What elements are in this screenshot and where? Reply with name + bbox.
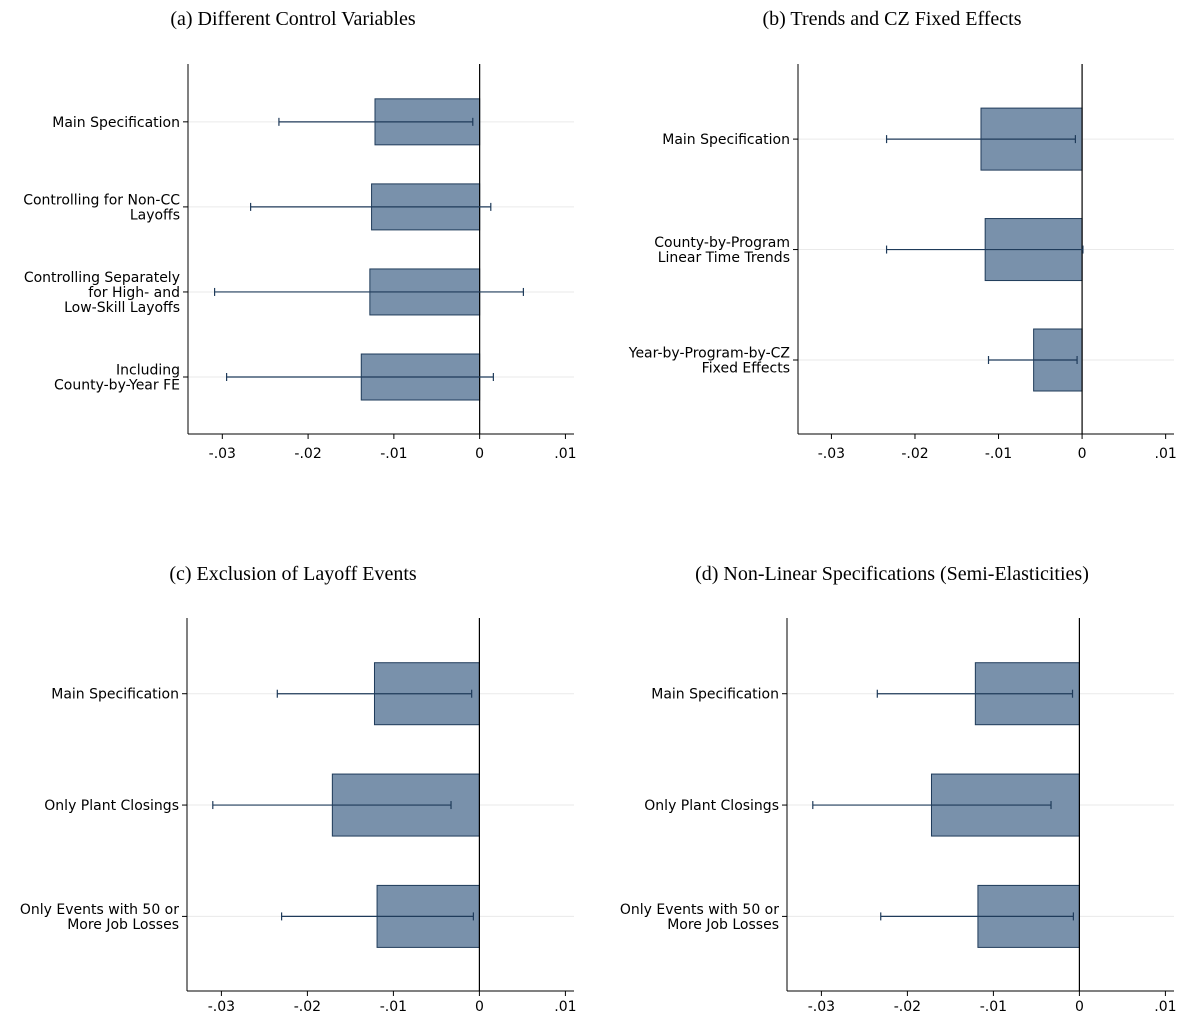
- chart-panel-d: (d) Non-Linear Specifications (Semi-Elas…: [620, 563, 1177, 1015]
- category-label: Main Specification: [651, 687, 779, 703]
- category-label-line: More Job Losses: [67, 917, 179, 933]
- x-tick-label: -.02: [894, 999, 921, 1015]
- category-label: Main Specification: [52, 115, 180, 131]
- category-label: Only Plant Closings: [44, 798, 179, 814]
- x-tick-label: -.02: [294, 999, 321, 1015]
- category-label-line: Main Specification: [651, 687, 779, 703]
- category-label-line: More Job Losses: [667, 917, 779, 933]
- error-bar: [876, 689, 1074, 698]
- category-label-line: Controlling for Non-CC: [23, 192, 180, 208]
- x-tick-label: -.01: [380, 446, 407, 462]
- error-bar: [250, 202, 492, 211]
- panel-title: (d) Non-Linear Specifications (Semi-Elas…: [695, 563, 1089, 585]
- x-tick-label: .01: [1154, 999, 1176, 1015]
- x-tick-label: -.01: [380, 999, 407, 1015]
- category-label-line: Controlling Separately: [24, 270, 180, 286]
- category-label-line: Linear Time Trends: [658, 250, 790, 266]
- category-label-line: for High- and: [88, 285, 180, 301]
- x-tick-label: -.03: [808, 999, 835, 1015]
- category-label-line: Main Specification: [51, 687, 179, 703]
- error-bar: [885, 245, 1084, 254]
- category-label: Main Specification: [51, 687, 179, 703]
- category-label-line: Only Plant Closings: [44, 798, 179, 814]
- category-label-line: Only Plant Closings: [644, 798, 779, 814]
- x-tick-label: 0: [475, 446, 484, 462]
- x-tick-label: .01: [1155, 446, 1177, 462]
- x-tick-label: .01: [554, 446, 576, 462]
- error-bar: [987, 356, 1078, 364]
- category-label-line: Main Specification: [662, 132, 790, 148]
- category-label: Only Plant Closings: [644, 798, 779, 814]
- x-tick-label: -.03: [208, 999, 235, 1015]
- error-bar: [812, 801, 1052, 810]
- chart-panel-c: (c) Exclusion of Layoff Events Main Speci…: [20, 563, 577, 1015]
- error-bar: [212, 801, 452, 810]
- panel-title: (a) Different Control Variables: [170, 8, 416, 30]
- category-label-line: Only Events with 50 or: [620, 902, 779, 918]
- x-tick-label: -.03: [818, 446, 845, 462]
- category-label-line: Only Events with 50 or: [20, 902, 179, 918]
- x-tick-label: 0: [1075, 999, 1084, 1015]
- error-bar: [880, 912, 1074, 921]
- category-label: Main Specification: [662, 132, 790, 148]
- category-label-line: County-by-Program: [654, 235, 790, 251]
- error-bar: [281, 912, 474, 921]
- category-label-line: Main Specification: [52, 115, 180, 131]
- x-tick-label: .01: [554, 999, 576, 1015]
- category-label-line: Fixed Effects: [702, 361, 790, 377]
- category-label-line: County-by-Year FE: [54, 378, 180, 394]
- chart-panel-b: (b) Trends and CZ Fixed Effects Main Spec…: [628, 8, 1177, 462]
- error-bar: [226, 373, 494, 382]
- category-label-line: Including: [116, 363, 180, 379]
- panel-title: (b) Trends and CZ Fixed Effects: [762, 8, 1021, 30]
- x-tick-label: -.01: [985, 446, 1012, 462]
- x-tick-label: 0: [1078, 446, 1087, 462]
- x-tick-label: 0: [475, 999, 484, 1015]
- category-label-line: Low-Skill Layoffs: [64, 300, 180, 316]
- error-bar: [885, 135, 1077, 144]
- x-tick-label: -.02: [901, 446, 928, 462]
- error-bar: [213, 287, 524, 296]
- x-tick-label: -.01: [980, 999, 1007, 1015]
- error-bar: [276, 689, 473, 698]
- x-tick-label: -.03: [209, 446, 236, 462]
- x-tick-label: -.02: [294, 446, 321, 462]
- category-label-line: Layoffs: [130, 207, 180, 223]
- error-bar: [278, 117, 474, 126]
- panel-title: (c) Exclusion of Layoff Events: [169, 563, 417, 585]
- category-label-line: Year-by-Program-by-CZ: [628, 346, 790, 362]
- chart-panel-a: (a) Different Control Variables Main Spec…: [23, 8, 576, 462]
